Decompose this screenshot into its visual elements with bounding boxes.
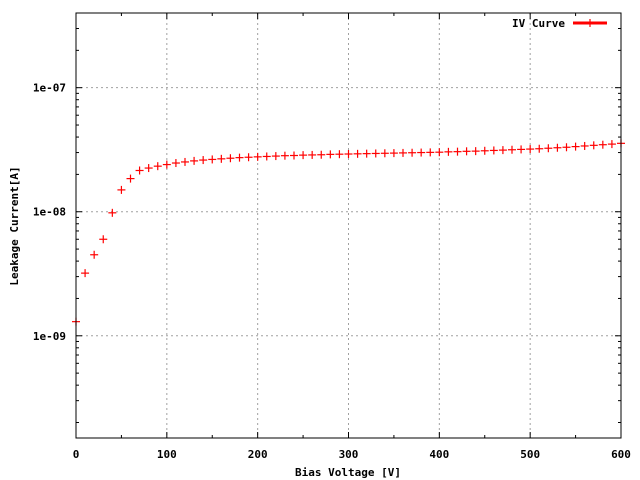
y-axis-label: Leakage Current[A] (8, 166, 21, 285)
data-point (81, 269, 90, 278)
data-point (199, 156, 208, 165)
data-point (162, 160, 171, 169)
data-point (226, 154, 235, 163)
data-point (317, 150, 326, 159)
data-point (326, 150, 335, 159)
data-point (253, 152, 262, 161)
data-point (435, 148, 444, 157)
x-tick-label: 100 (157, 448, 177, 461)
data-point (299, 151, 308, 160)
data-point (426, 148, 435, 157)
data-point (453, 147, 462, 156)
x-tick-label: 0 (73, 448, 80, 461)
data-point (126, 174, 135, 183)
data-point (517, 145, 526, 154)
data-point (389, 149, 398, 158)
y-tick-labels: 1e-09 1e-08 1e-07 (33, 82, 66, 343)
data-point (335, 150, 344, 159)
x-tick-label: 600 (611, 448, 631, 461)
data-point (262, 152, 271, 161)
data-point (544, 144, 553, 153)
x-tick-label: 500 (520, 448, 540, 461)
data-point (153, 162, 162, 171)
data-point (508, 145, 516, 154)
data-point (535, 144, 544, 153)
data-point (290, 151, 298, 160)
data-point (498, 146, 507, 155)
data-points (72, 139, 625, 326)
x-tick-label: 400 (429, 448, 449, 461)
data-point (362, 149, 371, 158)
data-point (417, 148, 426, 157)
data-point (171, 159, 180, 168)
x-tick-label: 200 (248, 448, 268, 461)
data-point (280, 151, 289, 160)
plot-frame (75, 12, 622, 439)
data-point (571, 142, 580, 151)
data-point (353, 149, 362, 158)
data-point (344, 150, 353, 159)
data-point (380, 149, 389, 158)
data-point (598, 140, 607, 149)
data-point (208, 155, 217, 164)
data-point (462, 147, 471, 156)
data-point (117, 185, 126, 194)
data-point (607, 140, 616, 149)
data-point (244, 153, 253, 162)
y-tick-label: 1e-07 (33, 82, 66, 95)
x-tick-label: 300 (339, 448, 359, 461)
data-point (135, 166, 144, 175)
data-point (562, 143, 571, 152)
data-point (90, 250, 99, 259)
data-point (553, 143, 562, 152)
data-point (480, 146, 489, 155)
y-tick-label: 1e-08 (33, 206, 66, 219)
data-point (217, 154, 226, 163)
data-point (589, 141, 598, 150)
legend: IV Curve (512, 17, 607, 30)
data-point (308, 150, 317, 159)
data-point (580, 141, 589, 150)
data-point (190, 156, 199, 165)
data-point (144, 164, 153, 173)
data-point (108, 208, 117, 217)
data-point (99, 235, 108, 244)
data-point (235, 153, 244, 162)
data-point (444, 147, 453, 156)
data-point (371, 149, 380, 158)
data-point (408, 148, 417, 157)
data-point (181, 157, 189, 166)
data-point (399, 148, 407, 157)
legend-marker (586, 19, 594, 27)
data-point (471, 147, 480, 156)
grid-lines (76, 13, 621, 438)
legend-label: IV Curve (512, 17, 565, 30)
data-point (271, 152, 280, 161)
y-tick-label: 1e-09 (33, 330, 66, 343)
x-axis-label: Bias Voltage [V] (295, 466, 401, 479)
data-point (526, 145, 535, 154)
data-point (489, 146, 498, 155)
x-tick-labels: 0 100 200 300 400 500 600 (73, 448, 631, 461)
